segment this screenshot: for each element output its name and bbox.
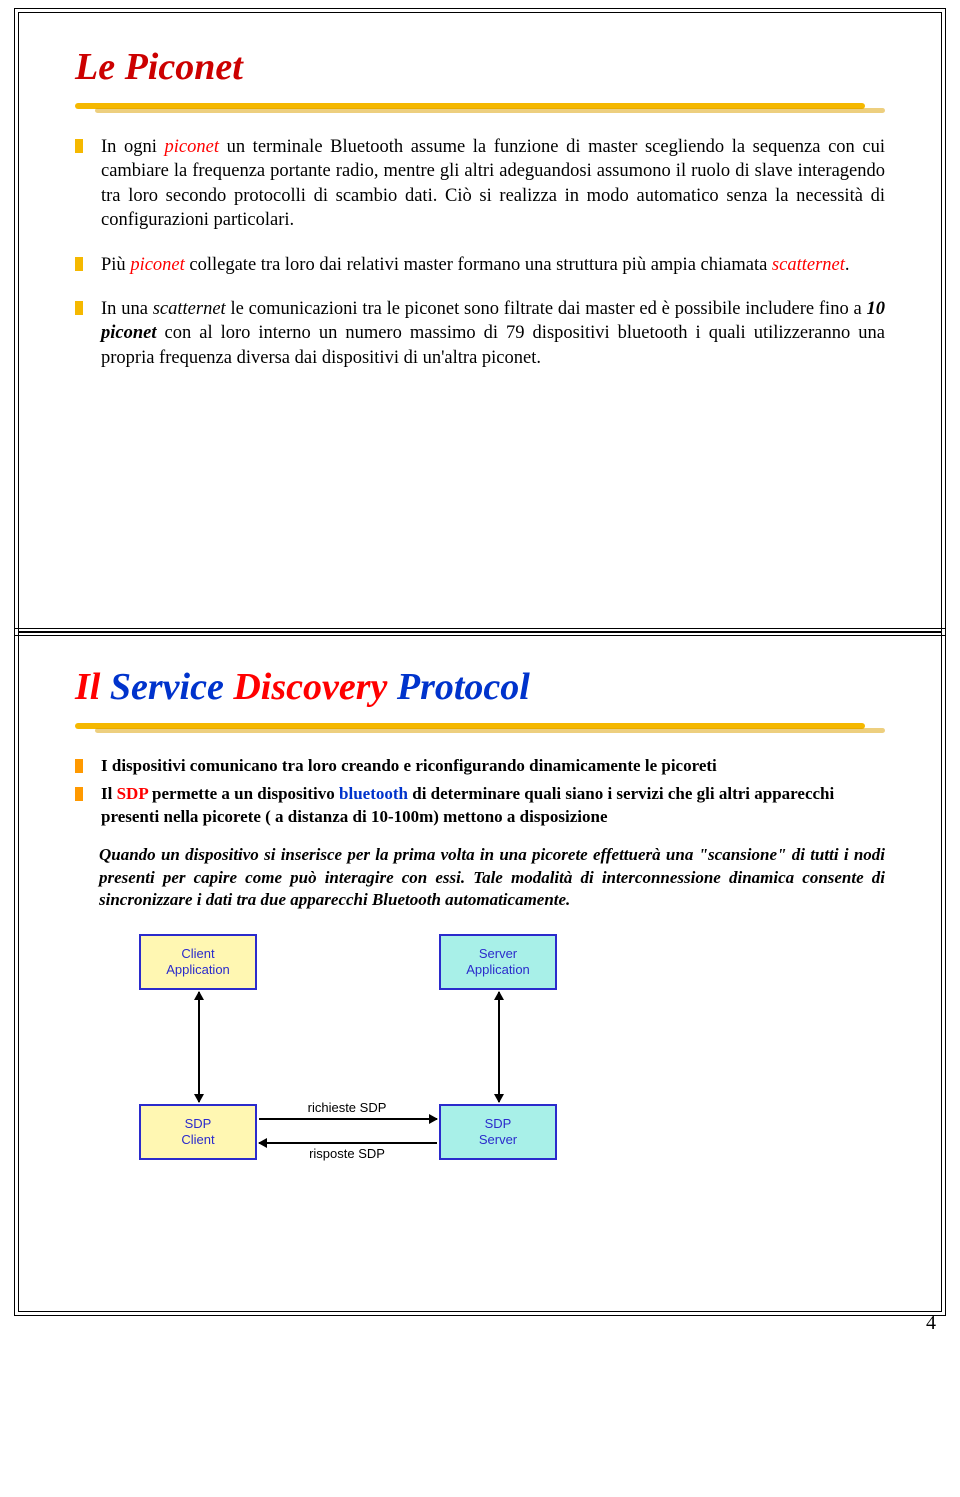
box-sdp-server: SDPServer bbox=[439, 1104, 557, 1160]
title-rule bbox=[75, 719, 885, 733]
rule-shadow bbox=[95, 108, 885, 113]
text: un terminale Bluetooth assume la funzion… bbox=[101, 137, 885, 230]
bullet-marker-icon bbox=[75, 759, 83, 773]
keyword: piconet bbox=[130, 255, 184, 275]
arrow-server-vert bbox=[498, 992, 500, 1102]
bullet-item: I dispositivi comunicano tra loro creand… bbox=[75, 755, 885, 777]
label-req: richieste SDP bbox=[277, 1100, 417, 1115]
bullet-item: In ogni piconet un terminale Bluetooth a… bbox=[75, 135, 885, 233]
keyword: piconet bbox=[165, 137, 219, 157]
bullet-item: Il SDP permette a un dispositivo bluetoo… bbox=[75, 783, 885, 828]
box-label: ServerApplication bbox=[466, 946, 530, 977]
keyword: scatternet bbox=[153, 299, 226, 319]
box-label: ClientApplication bbox=[166, 946, 230, 977]
slide-1: Le Piconet In ogni piconet un terminale … bbox=[18, 12, 942, 632]
text: Il bbox=[101, 784, 117, 803]
slide1-title: Le Piconet bbox=[75, 45, 885, 89]
arrow-req bbox=[259, 1118, 437, 1120]
box-sdp-client: SDPClient bbox=[139, 1104, 257, 1160]
bullet-item: Più piconet collegate tra loro dai relat… bbox=[75, 253, 885, 277]
slide2-bullets: I dispositivi comunicano tra loro creand… bbox=[75, 755, 885, 828]
text: Più bbox=[101, 255, 130, 275]
bullet-marker-icon bbox=[75, 787, 83, 801]
slide1-bullets: In ogni piconet un terminale Bluetooth a… bbox=[75, 135, 885, 370]
keyword: scatternet bbox=[772, 255, 845, 275]
title-rule bbox=[75, 99, 885, 113]
text: le comunicazioni tra le piconet sono fil… bbox=[226, 299, 867, 319]
bullet-item: In una scatternet le comunicazioni tra l… bbox=[75, 297, 885, 370]
text: con al loro interno un numero massimo di… bbox=[101, 323, 885, 367]
title-word: Il bbox=[75, 666, 100, 708]
text: . bbox=[845, 255, 850, 275]
bullet-marker-icon bbox=[75, 139, 83, 153]
rule-shadow bbox=[95, 728, 885, 733]
text: In una bbox=[101, 299, 153, 319]
bullet-marker-icon bbox=[75, 301, 83, 315]
title-word: Discovery bbox=[233, 666, 387, 708]
title-word: Le bbox=[75, 46, 115, 88]
slide-2: Il Service Discovery Protocol I disposit… bbox=[18, 632, 942, 1312]
page: Le Piconet In ogni piconet un terminale … bbox=[0, 0, 960, 1353]
label-res: risposte SDP bbox=[277, 1146, 417, 1161]
slide2-quote: Quando un dispositivo si inserisce per l… bbox=[99, 844, 885, 911]
box-label: SDPClient bbox=[181, 1116, 214, 1147]
box-client-app: ClientApplication bbox=[139, 934, 257, 990]
arrow-client-vert bbox=[198, 992, 200, 1102]
page-number: 4 bbox=[18, 1312, 942, 1335]
text: collegate tra loro dai relativi master f… bbox=[185, 255, 772, 275]
text: I dispositivi comunicano tra loro creand… bbox=[101, 756, 717, 775]
text: In ogni bbox=[101, 137, 165, 157]
title-word: Piconet bbox=[125, 46, 243, 88]
text: permette a un dispositivo bbox=[148, 784, 339, 803]
box-label: SDPServer bbox=[479, 1116, 517, 1147]
title-word: Protocol bbox=[397, 666, 530, 708]
keyword: bluetooth bbox=[339, 784, 408, 803]
title-word: Service bbox=[110, 666, 224, 708]
slide2-title: Il Service Discovery Protocol bbox=[75, 665, 885, 709]
sdp-diagram: ClientApplication ServerApplication SDPC… bbox=[99, 934, 639, 1184]
keyword: SDP bbox=[117, 784, 148, 803]
bullet-marker-icon bbox=[75, 257, 83, 271]
arrow-res bbox=[259, 1142, 437, 1144]
box-server-app: ServerApplication bbox=[439, 934, 557, 990]
